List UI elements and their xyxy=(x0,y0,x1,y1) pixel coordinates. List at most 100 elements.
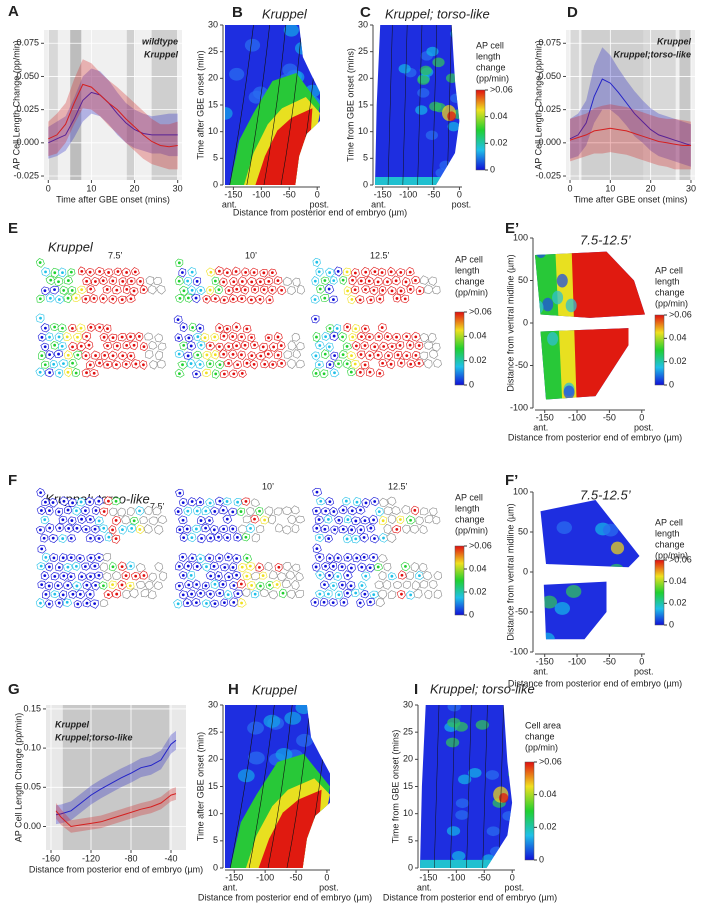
cell xyxy=(99,599,109,607)
cell-marker xyxy=(368,354,372,357)
cell-marker xyxy=(142,345,146,349)
cell-marker xyxy=(231,297,235,301)
cell-marker xyxy=(190,500,194,503)
cell-marker xyxy=(190,592,194,596)
cell-marker xyxy=(349,584,353,588)
cell-marker xyxy=(382,345,386,348)
cell-marker xyxy=(74,296,78,300)
y-tick-label: 10 xyxy=(208,126,218,136)
cell-marker xyxy=(280,361,283,365)
cell-marker xyxy=(404,564,407,568)
x-tick-label: -40 xyxy=(164,853,177,863)
cell-marker xyxy=(76,353,80,357)
cell-marker xyxy=(279,344,283,347)
y-tick-label: 0.000 xyxy=(16,137,39,147)
cell-marker xyxy=(52,362,56,366)
cell-marker xyxy=(232,600,236,604)
cell-marker xyxy=(399,271,403,274)
cell-marker xyxy=(217,269,221,273)
y-tick-label: -50 xyxy=(515,360,528,370)
cell-marker xyxy=(314,509,318,513)
colorbar-title: AP cell xyxy=(455,492,483,502)
cell xyxy=(282,561,292,572)
cell-marker xyxy=(409,593,413,597)
contour-line xyxy=(248,705,275,868)
heat-patch xyxy=(621,599,630,609)
cell-marker xyxy=(190,288,194,292)
y-tick-label: 25 xyxy=(208,727,218,737)
cell-marker xyxy=(187,583,191,587)
x-tick-label: -150 xyxy=(536,412,554,422)
heat-patch xyxy=(419,65,432,76)
y-axis-label: Time after GBE onset (min) xyxy=(195,732,205,841)
cell-marker xyxy=(314,354,318,358)
cell-marker xyxy=(44,270,47,274)
cell-marker xyxy=(363,327,367,331)
colorbar-tick-label: >0.06 xyxy=(469,540,492,550)
x-end-label: ant. xyxy=(533,666,548,676)
cell-marker xyxy=(182,325,186,329)
cell-marker xyxy=(373,345,377,349)
cell-marker xyxy=(205,565,208,569)
x-tick-label: -50 xyxy=(283,189,296,199)
y-tick-label: 100 xyxy=(513,232,528,242)
cell-cluster xyxy=(35,487,168,544)
cell xyxy=(383,562,392,572)
time-label: 7.5’ xyxy=(150,501,165,511)
cell-marker xyxy=(125,287,129,291)
cell-marker xyxy=(61,556,65,560)
cell-marker xyxy=(222,527,226,531)
contour-line xyxy=(482,705,488,868)
cell-marker xyxy=(85,601,89,605)
cell-marker xyxy=(351,335,355,339)
cell xyxy=(149,360,158,370)
cell xyxy=(433,358,442,368)
cell-marker xyxy=(409,518,412,522)
cell-marker xyxy=(43,518,47,522)
cell-marker xyxy=(213,602,217,606)
cell-marker xyxy=(332,334,336,338)
heat-patch xyxy=(454,721,468,732)
heat-patch xyxy=(502,811,513,821)
cell-marker xyxy=(258,566,261,569)
cell-marker xyxy=(345,325,349,329)
x-tick-label: -100 xyxy=(256,872,274,882)
cell-marker xyxy=(252,362,256,366)
heat-patch xyxy=(535,251,547,259)
panel-label: F’ xyxy=(505,472,518,489)
cell-marker xyxy=(372,593,376,597)
cell-marker xyxy=(359,508,362,512)
x-end-label: post. xyxy=(309,199,329,209)
cell-marker xyxy=(359,353,363,356)
cell xyxy=(423,359,433,369)
cell-marker xyxy=(83,565,87,568)
cell-marker xyxy=(204,584,208,588)
x-end-label: ant. xyxy=(223,882,238,892)
cell-marker xyxy=(382,536,385,540)
cell-marker xyxy=(48,353,52,357)
cell-marker xyxy=(212,528,216,532)
cell-marker xyxy=(217,535,220,539)
cell-marker xyxy=(181,593,185,597)
cell-marker xyxy=(353,271,357,275)
cell-marker xyxy=(181,555,185,559)
cell-marker xyxy=(277,565,281,569)
colorbar xyxy=(454,545,465,616)
cell-marker xyxy=(225,517,229,521)
colorbar-title: (pp/min) xyxy=(525,742,558,752)
cell xyxy=(292,277,301,287)
cell-marker xyxy=(111,528,114,532)
cell xyxy=(140,589,150,598)
cell-marker xyxy=(132,519,136,523)
cell-marker xyxy=(128,584,132,588)
cell-marker xyxy=(213,353,217,357)
cell-marker xyxy=(363,592,367,596)
heat-patch xyxy=(543,632,555,640)
cell-marker xyxy=(132,289,136,293)
cell xyxy=(117,507,126,517)
cell-marker xyxy=(328,363,332,366)
cell-marker xyxy=(212,564,216,568)
y-axis-label: Time from GBE onset (mins) xyxy=(345,48,355,162)
heat-patch xyxy=(425,130,438,141)
contour-line xyxy=(229,705,257,868)
